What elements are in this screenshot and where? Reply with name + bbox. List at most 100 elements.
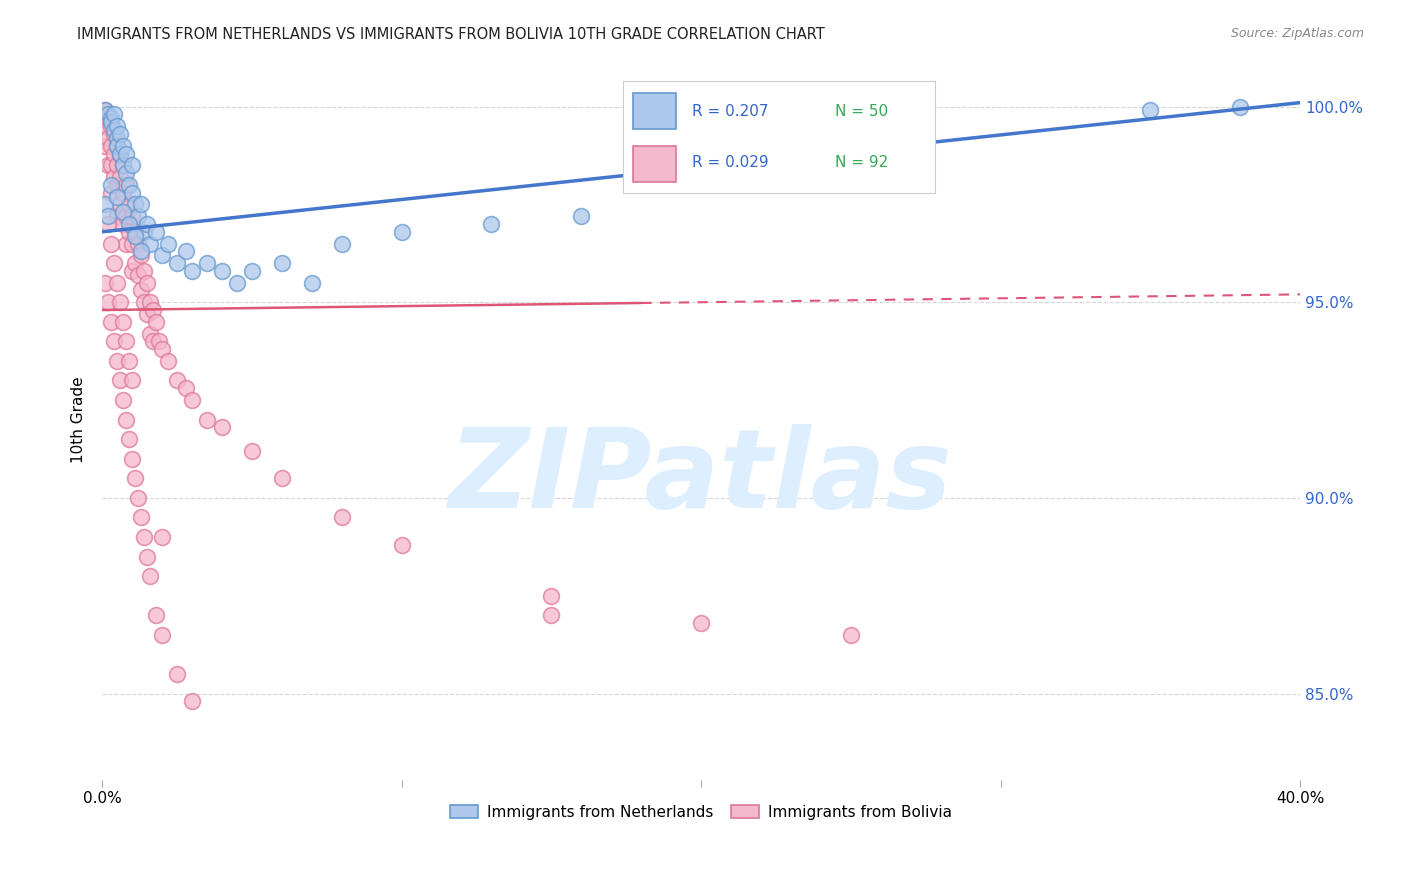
Point [118, 432, 141, 446]
Point [103, 123, 125, 137]
Point [118, 197, 141, 211]
Text: IMMIGRANTS FROM NETHERLANDS VS IMMIGRANTS FROM BOLIVIA 10TH GRADE CORRELATION CH: IMMIGRANTS FROM NETHERLANDS VS IMMIGRANT… [77, 27, 825, 42]
Point [136, 217, 159, 231]
Point [124, 225, 146, 239]
Point [105, 131, 128, 145]
Point [103, 334, 125, 349]
Point [105, 138, 128, 153]
Point [108, 146, 131, 161]
Point [105, 189, 128, 203]
Point [540, 608, 562, 623]
Point [115, 178, 138, 192]
Point [100, 119, 122, 133]
Point [139, 236, 162, 251]
Point [391, 538, 413, 552]
Point [330, 510, 353, 524]
Point [97, 209, 120, 223]
Point [112, 217, 135, 231]
Point [97, 217, 120, 231]
Point [124, 197, 146, 211]
Point [134, 295, 156, 310]
Point [94, 103, 117, 118]
Point [100, 315, 122, 329]
Point [94, 103, 117, 118]
Point [142, 334, 165, 349]
Point [134, 264, 156, 278]
Point [301, 276, 323, 290]
Point [100, 178, 122, 192]
Point [127, 236, 149, 251]
Point [129, 244, 152, 259]
Point [124, 228, 146, 243]
Point [94, 197, 117, 211]
Point [540, 589, 562, 603]
Point [121, 264, 143, 278]
Point [142, 303, 165, 318]
Point [108, 169, 131, 184]
Point [145, 608, 167, 623]
Legend: Immigrants from Netherlands, Immigrants from Bolivia: Immigrants from Netherlands, Immigrants … [444, 798, 959, 826]
Point [121, 158, 143, 172]
Point [121, 236, 143, 251]
Text: ZIPatlas: ZIPatlas [450, 424, 953, 531]
Point [157, 236, 180, 251]
Point [105, 354, 128, 368]
Point [94, 276, 117, 290]
Point [121, 374, 143, 388]
Point [105, 119, 128, 133]
Point [124, 471, 146, 485]
Point [150, 628, 173, 642]
Point [181, 694, 204, 708]
Point [148, 334, 170, 349]
Point [270, 256, 292, 270]
Point [124, 256, 146, 270]
Point [118, 217, 141, 231]
Point [181, 264, 204, 278]
Point [108, 146, 131, 161]
Point [112, 186, 135, 200]
Point [690, 616, 713, 631]
Point [139, 569, 162, 583]
Point [136, 276, 159, 290]
Point [181, 392, 204, 407]
Point [112, 158, 135, 172]
Point [112, 392, 135, 407]
Text: Source: ZipAtlas.com: Source: ZipAtlas.com [1230, 27, 1364, 40]
Point [103, 169, 125, 184]
Point [105, 138, 128, 153]
Point [330, 236, 353, 251]
Point [145, 225, 167, 239]
Point [108, 127, 131, 141]
Point [100, 115, 122, 129]
Point [118, 225, 141, 239]
Point [211, 420, 233, 434]
Point [103, 127, 125, 141]
Point [112, 315, 135, 329]
Point [1139, 103, 1161, 118]
Point [240, 444, 263, 458]
Point [121, 186, 143, 200]
Point [129, 284, 152, 298]
Point [569, 209, 592, 223]
Point [150, 342, 173, 356]
Point [100, 138, 122, 153]
Point [150, 248, 173, 262]
Point [121, 209, 143, 223]
Point [1229, 99, 1251, 113]
Point [118, 354, 141, 368]
Point [105, 276, 128, 290]
Point [839, 628, 862, 642]
Point [127, 268, 149, 282]
Point [115, 412, 138, 426]
Point [115, 209, 138, 223]
Point [103, 107, 125, 121]
Point [108, 374, 131, 388]
Point [139, 326, 162, 341]
Point [97, 107, 120, 121]
Point [127, 209, 149, 223]
Point [115, 334, 138, 349]
Point [97, 295, 120, 310]
Point [195, 256, 218, 270]
Point [115, 166, 138, 180]
Point [134, 225, 156, 239]
